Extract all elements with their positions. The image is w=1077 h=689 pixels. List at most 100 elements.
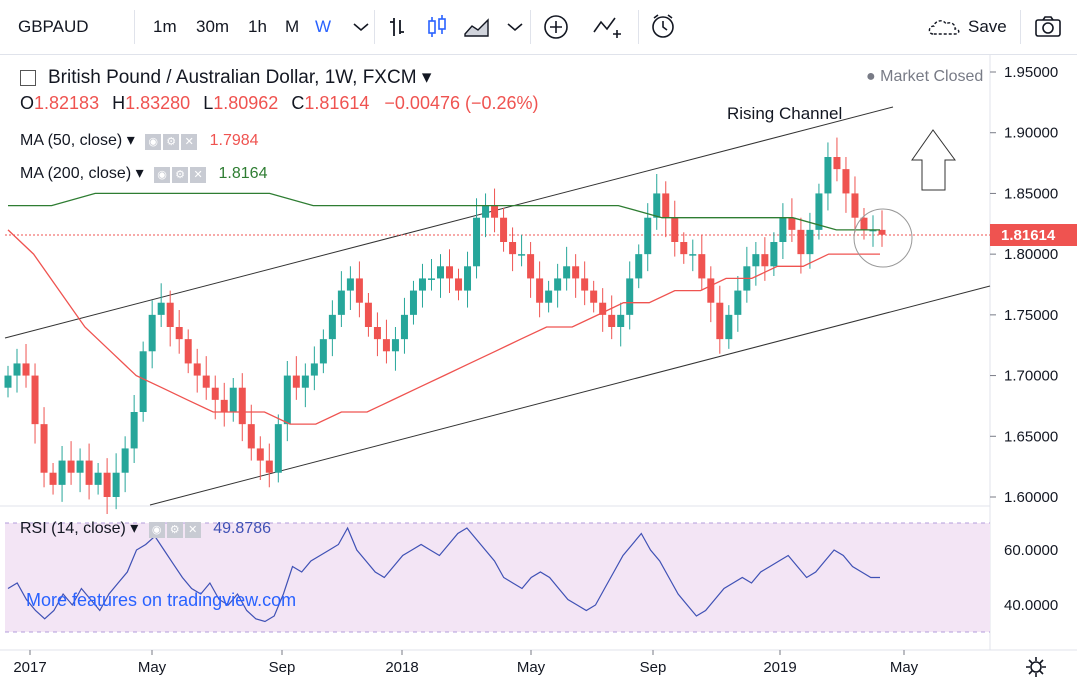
candle-body — [761, 254, 769, 267]
candle-body — [626, 278, 634, 315]
eye-icon[interactable]: ◉ — [148, 521, 165, 538]
interval-30m[interactable]: 30m — [196, 17, 230, 36]
ma50-value: 1.7984 — [209, 132, 259, 149]
candle-body — [436, 266, 444, 279]
candlestick-icon[interactable] — [422, 12, 452, 42]
candle-body — [310, 363, 318, 376]
interval-1h[interactable]: 1h — [248, 17, 267, 36]
candle-body — [400, 314, 408, 340]
ma50-legend[interactable]: MA (50, close) ▾ ◉ ⚙ ✕ 1.7984 — [20, 132, 259, 150]
cloud-icon[interactable] — [926, 12, 964, 42]
indicators-icon[interactable] — [591, 12, 621, 42]
gear-icon[interactable]: ⚙ — [166, 521, 183, 538]
candle-body — [860, 217, 868, 230]
price-axis[interactable]: 1.95000 1.90000 1.85000 1.80000 1.75000 1.700… — [990, 64, 1058, 506]
area-chart-icon[interactable] — [462, 12, 492, 42]
symbol-button[interactable]: GBPAUD — [18, 17, 89, 36]
rsi-tick-label: 60.0000 — [1004, 542, 1058, 559]
candle-body — [464, 266, 472, 291]
candle-body — [409, 290, 417, 315]
chevron-down-icon[interactable]: ▾ — [416, 67, 432, 88]
candle-body — [662, 193, 670, 218]
watermark-link[interactable]: More features on tradingview.com — [26, 590, 297, 610]
close-icon[interactable]: ✕ — [181, 133, 198, 150]
candle-body — [554, 278, 562, 291]
interval-month[interactable]: M — [285, 17, 300, 36]
candle-body — [283, 375, 291, 425]
indicator-controls[interactable]: ◉ ⚙ ✕ — [148, 520, 203, 538]
chart-title[interactable]: British Pound / Australian Dollar, 1W, F… — [20, 66, 431, 89]
candle-body — [536, 278, 544, 303]
chevron-down-icon[interactable] — [346, 12, 376, 42]
price-tick-label: 1.65000 — [1004, 428, 1058, 445]
low-label: L — [203, 93, 214, 113]
candle-body — [229, 387, 237, 412]
candle-body — [373, 327, 381, 340]
settings-icon[interactable] — [1024, 655, 1048, 684]
interval-week[interactable]: W — [315, 17, 332, 36]
candle-body — [635, 254, 643, 279]
candle-body — [355, 278, 363, 303]
collapse-icon[interactable] — [20, 69, 36, 86]
candle-body — [815, 193, 823, 230]
toolbar-divider — [134, 10, 135, 44]
price-tick-label: 1.95000 — [1004, 64, 1058, 81]
candle-body — [301, 375, 309, 388]
indicator-controls[interactable]: ◉ ⚙ ✕ — [154, 165, 208, 183]
bar-chart-icon[interactable] — [384, 12, 414, 42]
eye-icon[interactable]: ◉ — [154, 166, 171, 183]
gear-icon[interactable]: ⚙ — [163, 133, 180, 150]
camera-icon[interactable] — [1033, 12, 1063, 42]
eye-icon[interactable]: ◉ — [145, 133, 162, 150]
candle-body — [644, 217, 652, 255]
candle-body — [382, 339, 390, 352]
close-icon[interactable]: ✕ — [184, 521, 201, 538]
add-indicator-icon[interactable] — [541, 12, 571, 42]
ma200-legend[interactable]: MA (200, close) ▾ ◉ ⚙ ✕ 1.8164 — [20, 165, 268, 183]
price-tick-label: 1.75000 — [1004, 307, 1058, 324]
candle-body — [112, 472, 120, 497]
ohlc-values: O1.82183 H1.83280 L1.80962 C1.81614 −0.0… — [20, 93, 539, 114]
price-tick-label: 1.70000 — [1004, 368, 1058, 385]
candle-body — [22, 363, 30, 376]
symbol-title: British Pound / Australian Dollar, 1W, F… — [48, 67, 417, 88]
time-tick-label: 2019 — [763, 659, 796, 676]
time-tick-label: 2018 — [385, 659, 418, 676]
candle-body — [211, 387, 219, 400]
close-icon[interactable]: ✕ — [190, 166, 207, 183]
ma200-label: MA (200, close) — [20, 165, 132, 182]
price-tick-label: 1.90000 — [1004, 125, 1058, 142]
candle-body — [734, 290, 742, 315]
save-button[interactable]: Save — [968, 17, 1007, 36]
candle-body — [455, 278, 463, 291]
interval-1m[interactable]: 1m — [153, 17, 177, 36]
chevron-down-icon[interactable] — [500, 12, 530, 42]
indicator-controls[interactable]: ◉ ⚙ ✕ — [145, 132, 199, 150]
price-tick-label: 1.60000 — [1004, 489, 1058, 506]
close-value: 1.81614 — [304, 93, 370, 113]
candle-body — [4, 375, 12, 388]
candle-body — [193, 363, 201, 376]
rsi-axis: 60.0000 40.0000 — [1004, 542, 1058, 614]
time-axis[interactable]: 2017 May Sep 2018 May Sep 2019 May — [13, 650, 919, 676]
candle-body — [319, 339, 327, 364]
toolbar-divider — [638, 10, 639, 44]
candle-body — [824, 157, 832, 194]
high-value: 1.83280 — [125, 93, 191, 113]
toolbar-divider — [1020, 10, 1021, 44]
alert-icon[interactable] — [648, 12, 678, 42]
candle-body — [274, 424, 282, 473]
candle-body — [175, 327, 183, 340]
candle-body — [364, 302, 372, 327]
candle-body — [337, 290, 345, 315]
ma200-value: 1.8164 — [218, 165, 268, 182]
rsi-legend[interactable]: RSI (14, close) ▾ ◉ ⚙ ✕ 49.8786 — [20, 520, 272, 538]
candle-body — [446, 266, 454, 279]
time-tick-label: Sep — [640, 659, 667, 676]
gear-icon[interactable]: ⚙ — [172, 166, 189, 183]
candle-body — [788, 217, 796, 230]
candle-body — [833, 157, 841, 170]
candle-body — [599, 302, 607, 315]
candle-body — [391, 339, 399, 352]
